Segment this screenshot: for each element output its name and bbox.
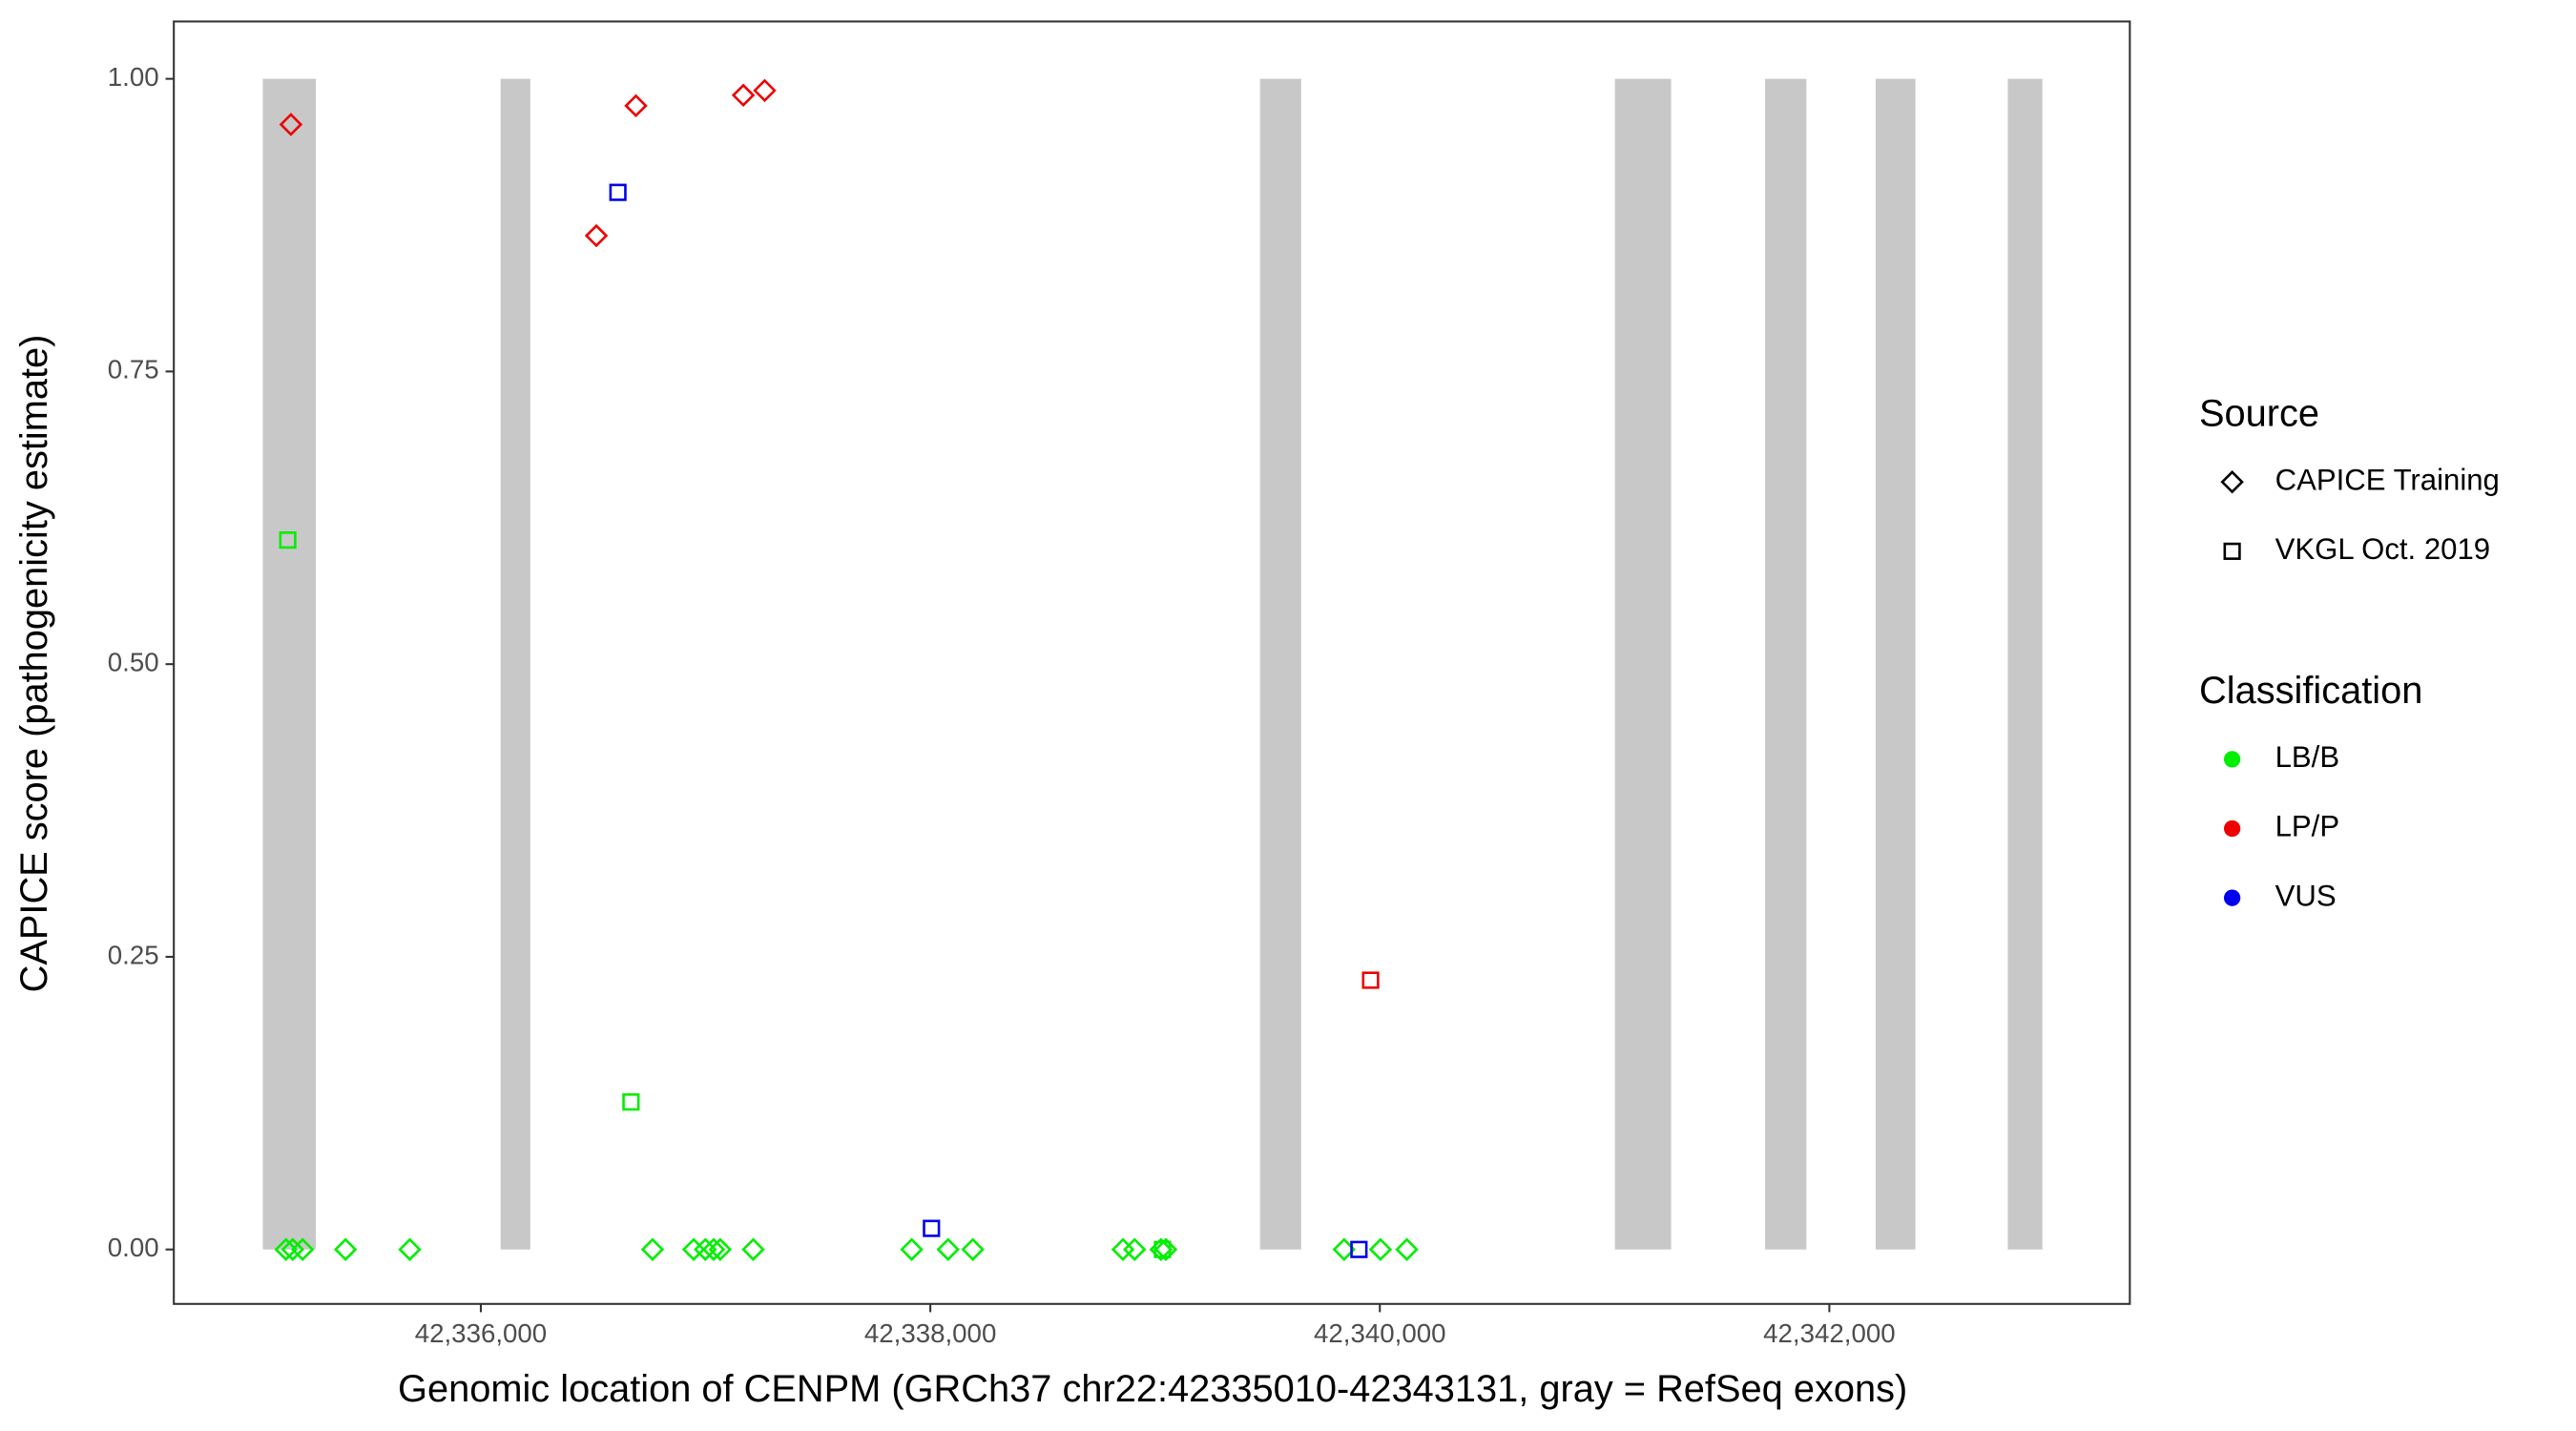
- legend-label: CAPICE Training: [2275, 463, 2500, 496]
- point: [961, 1237, 985, 1261]
- x-tick-label: 42,342,000: [1763, 1318, 1895, 1348]
- point: [1368, 1237, 1393, 1261]
- point: [731, 83, 756, 108]
- legend-label: LP/P: [2275, 810, 2339, 843]
- point: [274, 1237, 298, 1261]
- y-tick-label: 0.50: [108, 647, 159, 676]
- legend-title: Source: [2199, 393, 2319, 435]
- point: [936, 1237, 960, 1261]
- point: [1153, 1240, 1172, 1258]
- point: [1153, 1237, 1178, 1261]
- point: [681, 1237, 706, 1261]
- y-tick-label: 0.25: [108, 940, 159, 969]
- legend-label: VKGL Oct. 2019: [2275, 532, 2491, 566]
- y-axis-title: CAPICE score (pathogenicity estimate): [13, 335, 55, 993]
- legend-label: LB/B: [2275, 740, 2339, 774]
- x-axis-title: Genomic location of CENPM (GRCh37 chr22:…: [398, 1368, 1907, 1410]
- exon: [2007, 78, 2043, 1250]
- point: [1395, 1237, 1419, 1261]
- point: [753, 78, 777, 103]
- exon: [262, 78, 317, 1250]
- exon: [1875, 78, 1916, 1250]
- legend-label: VUS: [2275, 879, 2337, 912]
- legend-key: [2223, 819, 2241, 838]
- point: [290, 1237, 315, 1261]
- legend-key: [2223, 889, 2241, 906]
- y-tick-label: 1.00: [108, 62, 159, 92]
- exon: [1614, 78, 1672, 1250]
- point: [701, 1237, 726, 1261]
- point: [900, 1237, 924, 1261]
- point: [279, 531, 297, 550]
- x-tick-label: 42,338,000: [864, 1318, 996, 1348]
- point: [398, 1237, 422, 1261]
- exon: [1259, 78, 1301, 1250]
- point: [640, 1237, 665, 1261]
- point: [708, 1237, 733, 1261]
- point: [279, 113, 303, 136]
- point: [1361, 971, 1380, 989]
- x-tick-label: 42,340,000: [1314, 1318, 1446, 1348]
- y-tick-label: 0.75: [108, 355, 159, 384]
- y-tick-label: 0.00: [108, 1233, 159, 1262]
- point: [333, 1237, 358, 1261]
- panel-border: [173, 20, 2131, 1305]
- point: [609, 183, 627, 201]
- point: [741, 1237, 765, 1261]
- x-tick-label: 42,336,000: [415, 1318, 548, 1348]
- exon: [1765, 78, 1807, 1250]
- point: [1123, 1237, 1147, 1261]
- legend-key: [2223, 751, 2241, 768]
- point: [624, 93, 648, 118]
- exon: [500, 78, 530, 1250]
- legend-key: [2220, 469, 2244, 494]
- legend-title: Classification: [2199, 670, 2422, 712]
- legend-key: [2223, 542, 2241, 560]
- point: [622, 1093, 640, 1111]
- point: [1111, 1237, 1135, 1261]
- point: [584, 223, 609, 248]
- point: [1350, 1240, 1368, 1258]
- point: [923, 1219, 941, 1237]
- point: [280, 1237, 305, 1261]
